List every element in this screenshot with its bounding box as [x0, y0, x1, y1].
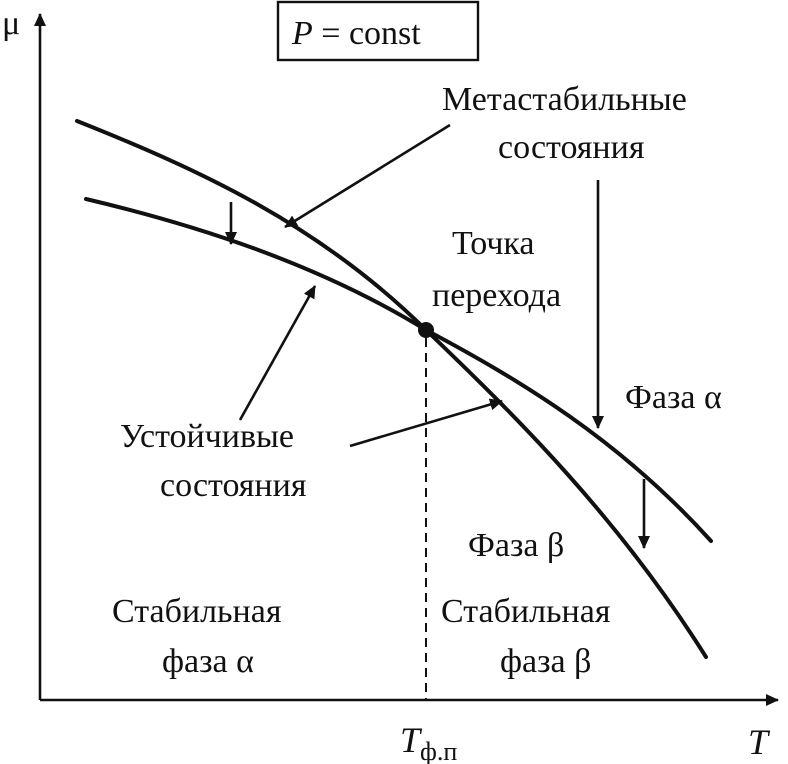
label-stable-states-1: Устойчивые	[120, 418, 294, 455]
stable-arrow-left	[238, 285, 317, 421]
label-stable-beta-2: фаза β	[500, 643, 591, 680]
stable-arrow-right	[349, 398, 503, 448]
label-transition-2: перехода	[432, 277, 561, 314]
label-transition-1: Точка	[452, 225, 535, 262]
label-metastable-2: состояния	[498, 129, 645, 166]
condition-p: P	[291, 15, 313, 52]
curve-phase-beta	[75, 119, 708, 659]
condition-box	[276, 0, 480, 62]
condition-text: P = const	[291, 15, 421, 52]
label-stable-states-2: состояния	[160, 467, 307, 504]
y-axis-label: μ	[2, 5, 20, 42]
x-tick-main: T	[400, 720, 423, 760]
transition-point	[418, 322, 434, 338]
label-phase-beta: Фаза β	[468, 527, 564, 564]
label-metastable-1: Метастабильные	[442, 81, 687, 118]
metastable-arrow-left	[284, 123, 451, 229]
label-stable-beta-1: Стабильная	[441, 593, 611, 630]
label-stable-alpha-1: Стабильная	[112, 593, 282, 630]
label-stable-alpha-2: фаза α	[162, 643, 254, 680]
condition-const: = const	[313, 15, 421, 52]
label-phase-alpha: Фаза α	[625, 379, 722, 416]
x-axis-label: T	[748, 722, 771, 762]
x-tick-transition-temperature: Tф.п	[400, 720, 457, 764]
x-tick-sub: ф.п	[420, 737, 457, 764]
